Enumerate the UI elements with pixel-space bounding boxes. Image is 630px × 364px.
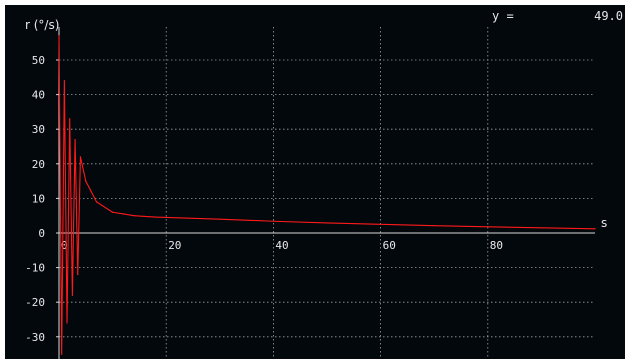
series-point — [326, 222, 328, 224]
series-point — [61, 353, 63, 355]
series-point — [487, 226, 489, 228]
series-point — [101, 204, 103, 206]
series-point — [122, 213, 124, 215]
series-point — [133, 215, 135, 217]
x-tick-label-60: 60 — [383, 239, 396, 252]
axes — [58, 27, 595, 359]
series-point — [154, 216, 157, 218]
series-point — [66, 322, 68, 324]
y-tick-label-30: 30 — [32, 123, 45, 136]
y-tick-label-10: 10 — [32, 192, 45, 205]
series-point — [58, 35, 60, 37]
x-tick-label-20: 20 — [168, 239, 181, 252]
series-point — [144, 215, 146, 217]
series-point — [79, 156, 82, 158]
grid-lines — [59, 27, 595, 359]
series-point — [272, 220, 274, 222]
series-layer — [58, 35, 596, 355]
y-tick-label-0: 0 — [38, 227, 45, 240]
series-point — [433, 225, 435, 227]
series-point — [165, 216, 167, 219]
series-line-0 — [58, 35, 596, 355]
x-tick-label-80: 80 — [490, 239, 503, 252]
series-point — [74, 138, 76, 141]
x-tick-label-0: 0 — [61, 239, 68, 252]
series-point — [77, 273, 79, 276]
readout-label: y = — [492, 9, 514, 23]
plot-panel: 50 40 30 20 10 0 -10 -20 -30 0 20 40 60 80 r (°/s) s … — [5, 5, 625, 359]
series-point — [85, 180, 87, 182]
readout-value: 49.0 — [594, 9, 623, 23]
series-point — [63, 80, 65, 82]
y-tick-label-20: 20 — [32, 158, 45, 171]
series-point — [380, 223, 382, 225]
series-point — [69, 118, 71, 120]
series-point — [95, 201, 98, 203]
y-tick-label--20: -20 — [25, 296, 45, 309]
y-tick-label--30: -30 — [25, 331, 45, 344]
series-point — [90, 190, 92, 193]
series-point — [219, 218, 221, 220]
series-point — [594, 228, 596, 230]
y-tick-label-40: 40 — [32, 89, 45, 102]
series-point — [112, 211, 114, 213]
y-axis-label: r (°/s) — [25, 18, 59, 32]
y-tick-label--10: -10 — [25, 262, 45, 275]
x-tick-label-40: 40 — [275, 239, 288, 252]
series-point — [71, 294, 73, 296]
y-tick-label-50: 50 — [32, 54, 45, 67]
tick-labels: 50 40 30 20 10 0 -10 -20 -30 0 20 40 60 80 — [25, 54, 503, 344]
series-point — [540, 227, 543, 229]
x-axis-label: s — [601, 216, 607, 230]
